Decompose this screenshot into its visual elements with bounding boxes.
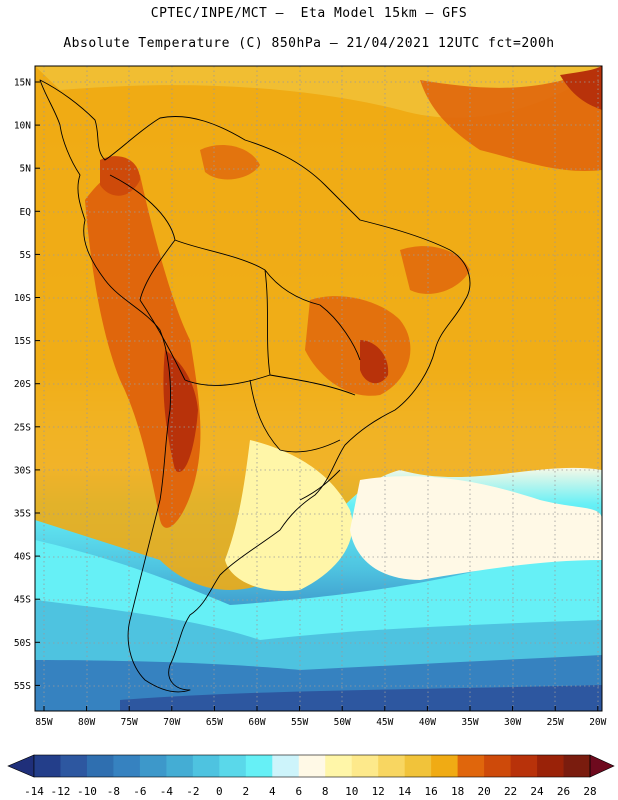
colorbar: -14 -12 -10 -8 -6 -4 -2 0 2 4 6 8 10 12 14 16 18 20 22 24 26… xyxy=(7,754,615,798)
colorbar-label: 22 xyxy=(504,785,517,798)
lat-tick-label: 15S xyxy=(14,336,31,347)
latitude-ticks: 15N 10N 5N EQ 5S 10S 15S 20S 25S 30S 35S 40S 45S 50S 5… xyxy=(14,78,40,692)
colorbar-bin xyxy=(537,755,564,777)
lat-tick-label: 30S xyxy=(14,465,31,476)
colorbar-bin xyxy=(510,755,538,777)
colorbar-label: -12 xyxy=(51,785,71,798)
colorbar-label: 28 xyxy=(583,785,596,798)
colorbar-bin xyxy=(272,755,300,777)
lon-tick-label: 85W xyxy=(35,717,52,728)
colorbar-label: 20 xyxy=(477,785,490,798)
colorbar-label: -4 xyxy=(160,785,174,798)
lat-tick-label: 45S xyxy=(14,595,31,606)
lat-tick-label: 35S xyxy=(14,509,31,520)
coastlines xyxy=(39,79,471,693)
colorbar-under-arrow xyxy=(7,754,35,778)
lon-tick-label: 40W xyxy=(419,717,436,728)
lat-tick-label: 40S xyxy=(14,552,31,563)
lon-tick-label: 75W xyxy=(121,717,138,728)
lon-tick-label: 30W xyxy=(504,717,521,728)
colorbar-label: 4 xyxy=(269,785,276,798)
colorbar-over-arrow xyxy=(589,754,615,778)
colorbar-bin xyxy=(113,755,141,777)
colorbar-label: -2 xyxy=(186,785,199,798)
lon-tick-label: 60W xyxy=(248,717,265,728)
lat-tick-label: 5N xyxy=(20,164,32,175)
lat-tick-label: 20S xyxy=(14,379,31,390)
colorbar-label: 6 xyxy=(295,785,302,798)
colorbar-bin xyxy=(139,755,167,777)
colorbar-label: 10 xyxy=(345,785,358,798)
lon-tick-label: 50W xyxy=(334,717,351,728)
colorbar-bin xyxy=(34,755,61,777)
colorbar-bin xyxy=(484,755,511,777)
lon-tick-label: 35W xyxy=(461,717,478,728)
graticule xyxy=(35,66,602,711)
colorbar-bin xyxy=(404,755,432,777)
colorbar-bin xyxy=(219,755,247,777)
lat-tick-label: EQ xyxy=(20,207,32,218)
colorbar-bin xyxy=(563,755,591,777)
lon-tick-label: 25W xyxy=(547,717,564,728)
colorbar-bin xyxy=(378,755,406,777)
colorbar-label: 24 xyxy=(530,785,544,798)
longitude-ticks: 85W 80W 75W 70W 65W 60W 55W 50W 45W 40W 35W 30W 25W 2… xyxy=(35,706,607,728)
lon-tick-label: 70W xyxy=(163,717,180,728)
colorbar-label: -8 xyxy=(107,785,120,798)
colorbar-label: -10 xyxy=(77,785,97,798)
temperature-field xyxy=(35,66,602,711)
lat-tick-label: 15N xyxy=(14,78,31,89)
colorbar-label: 2 xyxy=(242,785,249,798)
map-title-line-2: Absolute Temperature (C) 850hPa – 21/04/… xyxy=(63,36,555,51)
colorbar-bin xyxy=(298,755,326,777)
map-title-line-1: CPTEC/INPE/MCT – Eta Model 15km – GFS xyxy=(150,6,468,21)
lon-tick-label: 20W xyxy=(589,717,606,728)
lat-tick-label: 5S xyxy=(20,250,32,261)
lon-tick-label: 45W xyxy=(376,717,393,728)
colorbar-label: -6 xyxy=(133,785,146,798)
colorbar-label: 8 xyxy=(322,785,329,798)
lon-tick-label: 55W xyxy=(291,717,308,728)
colorbar-outline xyxy=(33,754,591,778)
colorbar-bin xyxy=(457,755,485,777)
colorbar-bin xyxy=(192,755,220,777)
map-frame xyxy=(34,65,603,712)
colorbar-bin xyxy=(60,755,88,777)
colorbar-bin xyxy=(245,755,273,777)
lat-tick-label: 50S xyxy=(14,638,31,649)
colorbar-label: 26 xyxy=(557,785,570,798)
colorbar-bin xyxy=(325,755,353,777)
colorbar-label: 12 xyxy=(372,785,385,798)
lon-tick-label: 80W xyxy=(78,717,95,728)
lon-tick-label: 65W xyxy=(206,717,223,728)
lat-tick-label: 10N xyxy=(14,121,31,132)
lat-tick-label: 25S xyxy=(14,422,31,433)
colorbar-label: 14 xyxy=(398,785,412,798)
colorbar-label: 0 xyxy=(216,785,223,798)
colorbar-bin xyxy=(351,755,379,777)
colorbar-label: 18 xyxy=(451,785,464,798)
colorbar-label: -14 xyxy=(24,785,44,798)
colorbar-bin xyxy=(431,755,459,777)
lat-tick-label: 10S xyxy=(14,293,31,304)
colorbar-label: 16 xyxy=(425,785,438,798)
colorbar-bin xyxy=(86,755,114,777)
lat-tick-label: 55S xyxy=(14,681,31,692)
colorbar-bin xyxy=(166,755,194,777)
